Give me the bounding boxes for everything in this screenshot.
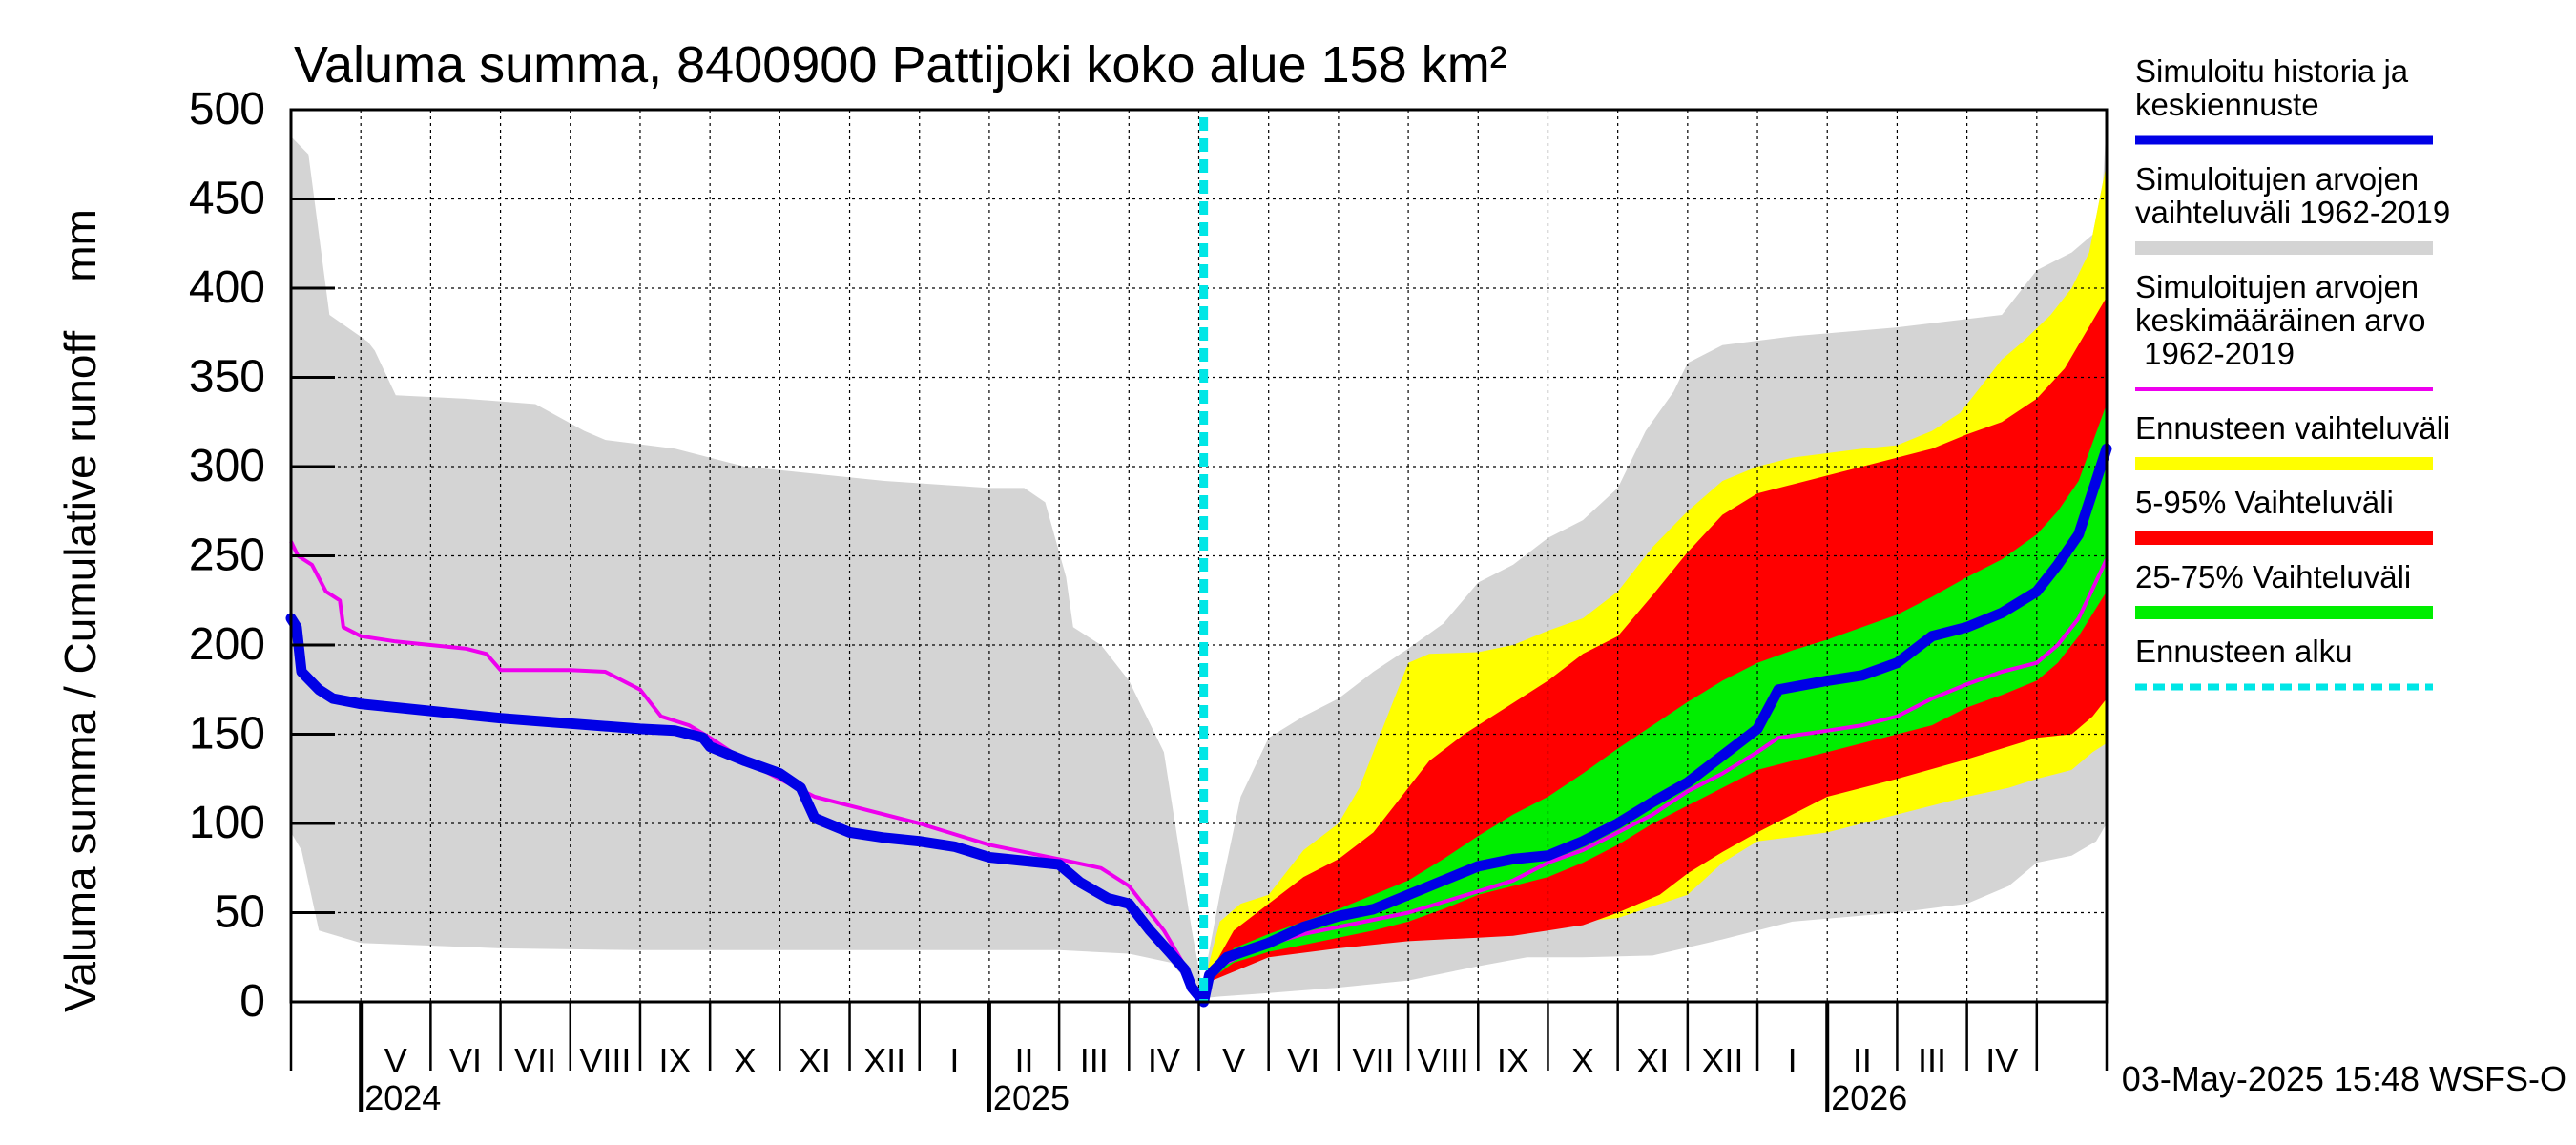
month-label: XII: [1701, 1041, 1743, 1080]
y-tick-label: 400: [189, 262, 265, 313]
month-label: XII: [863, 1041, 905, 1080]
legend-label: Simuloitujen arvojen vaihteluväli 1962-20…: [2135, 161, 2450, 230]
grid: [291, 110, 2107, 1002]
x-axis: V VI VII VIII IX X XI XII I II III IV V VI VII VIII IX X X…: [289, 1002, 2109, 1117]
band-5-95: [1203, 297, 2107, 985]
month-label: VI: [1287, 1041, 1319, 1080]
series-lines: [285, 443, 2112, 1008]
legend-label: Simuloitu historia ja keskiennuste: [2135, 53, 2409, 122]
y-tick-label: 150: [189, 709, 265, 760]
month-label: X: [1571, 1041, 1594, 1080]
month-label: II: [1853, 1041, 1872, 1080]
month-label: V: [1222, 1041, 1245, 1080]
month-label: IX: [659, 1041, 692, 1080]
y-tick-label: 350: [189, 352, 265, 403]
month-label: I: [949, 1041, 959, 1080]
legend: Simuloitu historia ja keskiennuste Simuloi…: [2135, 53, 2450, 691]
month-label: VI: [449, 1041, 482, 1080]
month-label: II: [1015, 1041, 1034, 1080]
y-tick-label: 500: [189, 84, 265, 135]
y-tick-label: 300: [189, 441, 265, 491]
month-label: V: [384, 1041, 407, 1080]
y-axis: 0 50 100 150 200 250 300 350 400 450 500: [189, 84, 335, 1027]
month-label: IV: [1148, 1041, 1180, 1080]
y-tick-label: 100: [189, 798, 265, 848]
timestamp: 03-May-2025 15:48 WSFS-O: [2122, 1059, 2566, 1098]
y-axis-label: Valuma summa / Cumulative runoff mm: [55, 209, 105, 1012]
plot-area: [285, 108, 2112, 1008]
legend-label: 25-75% Vaihteluväli: [2135, 559, 2411, 594]
month-label: XI: [1636, 1041, 1669, 1080]
legend-label: Simuloitujen arvojen keskimääräinen arvo …: [2135, 269, 2425, 371]
year-label: 2025: [993, 1078, 1070, 1117]
year-label: 2024: [364, 1078, 441, 1117]
month-label: X: [734, 1041, 757, 1080]
month-label: VII: [514, 1041, 556, 1080]
year-label: 2026: [1831, 1078, 1907, 1117]
month-label: IV: [1985, 1041, 2018, 1080]
y-tick-label: 0: [239, 976, 265, 1027]
month-label: VII: [1352, 1041, 1394, 1080]
month-label: IX: [1497, 1041, 1529, 1080]
month-label: III: [1918, 1041, 1946, 1080]
chart-title: Valuma summa, 8400900 Pattijoki koko alu…: [294, 36, 1507, 94]
month-label: VIII: [579, 1041, 631, 1080]
month-label: VIII: [1418, 1041, 1469, 1080]
legend-label: Ennusteen vaihteluväli: [2135, 410, 2450, 446]
legend-label: Ennusteen alku: [2135, 634, 2353, 669]
month-label: III: [1080, 1041, 1109, 1080]
y-tick-label: 50: [215, 887, 265, 938]
month-label: XI: [799, 1041, 831, 1080]
simulated-forecast-line: [285, 443, 2112, 1008]
month-label: I: [1788, 1041, 1797, 1080]
y-tick-label: 250: [189, 531, 265, 581]
y-tick-label: 200: [189, 619, 265, 670]
y-tick-label: 450: [189, 174, 265, 224]
legend-label: 5-95% Vaihteluväli: [2135, 485, 2394, 520]
